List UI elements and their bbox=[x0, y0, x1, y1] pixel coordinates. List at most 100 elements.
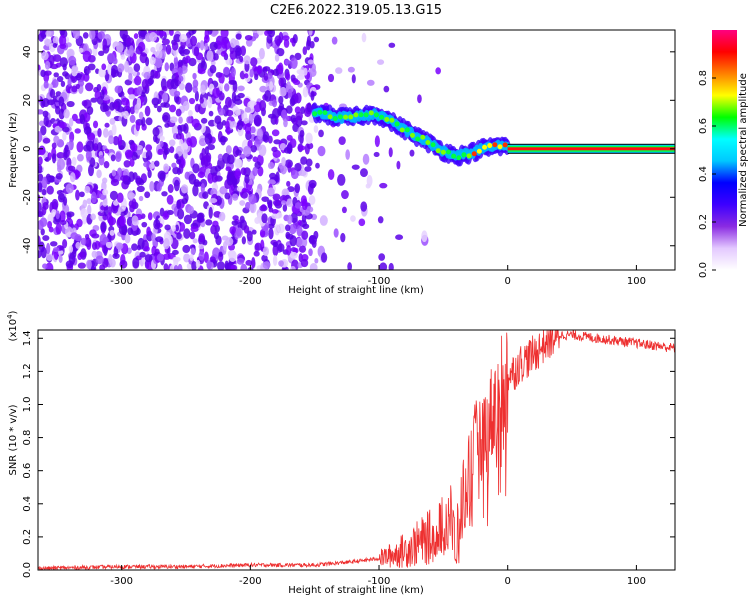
spectrogram-noise-cell bbox=[226, 126, 231, 135]
spectrogram-noise-cell bbox=[110, 68, 117, 79]
spectrogram-noise-cell bbox=[290, 170, 299, 180]
colorbar-tick-label: 0.6 bbox=[698, 118, 709, 134]
spectrogram-noise-cell bbox=[173, 90, 181, 97]
spectrogram-noise-cell bbox=[123, 110, 129, 120]
spectrogram-noise-cell bbox=[38, 173, 44, 182]
spectrogram-noise-cell bbox=[248, 112, 254, 125]
spectrogram-noise-cell bbox=[102, 128, 109, 138]
spectrogram-noise-cell bbox=[84, 233, 90, 240]
spectrogram-noise-cell bbox=[240, 191, 248, 199]
spectrogram-noise-cell bbox=[221, 120, 227, 126]
signal-peak-cell bbox=[451, 153, 457, 159]
spectrogram-noise-cell bbox=[300, 195, 307, 205]
spectrogram-noise-cell bbox=[159, 135, 165, 141]
spectrogram-noise-cell bbox=[295, 111, 303, 121]
spectrogram-noise-cell bbox=[75, 241, 81, 249]
spectrogram-noise-cell bbox=[120, 54, 126, 60]
spectrogram-noise-cell bbox=[154, 71, 161, 79]
spectrogram-noise-cell bbox=[182, 48, 191, 55]
spectrogram-noise-cell bbox=[253, 250, 260, 257]
spectrogram-noise-cell bbox=[82, 50, 92, 63]
spectrogram-noise-cell bbox=[38, 250, 42, 259]
spectrogram-noise-cell bbox=[38, 220, 44, 231]
spectrogram-noise-cell bbox=[279, 195, 288, 203]
spectrogram-noise-cell bbox=[51, 79, 59, 88]
spectrogram-noise-cell bbox=[161, 191, 168, 197]
snr-panel: -300 -200 -100 0 100 0.0 0.2 0.4 0.6 0.8 1.0 1.2 1.… bbox=[6, 310, 676, 596]
spectrogram-noise-cell bbox=[38, 120, 45, 127]
spectrogram-noise-cell bbox=[112, 135, 120, 146]
spectrogram-noise-cell bbox=[124, 60, 130, 73]
spectrogram-noise-cell bbox=[71, 85, 78, 93]
signal-peak-cell bbox=[497, 144, 503, 150]
spectrogram-noise-cell bbox=[55, 222, 62, 235]
spectrogram-noise-cell bbox=[250, 126, 256, 134]
spectrogram-noise-cell bbox=[163, 263, 169, 270]
spectrogram-noise-cell bbox=[46, 242, 51, 255]
spectrogram-noise-cell bbox=[243, 145, 252, 157]
spectrogram-noise-cell bbox=[210, 224, 217, 235]
spectrogram-noise-cell bbox=[236, 119, 244, 131]
spectrogram-noise-cell bbox=[144, 191, 151, 199]
spectrogram-noise-cell bbox=[47, 152, 52, 161]
spectrogram-noise-cell bbox=[66, 48, 75, 59]
signal-peak-cell bbox=[446, 149, 452, 155]
spectrogram-noise-cell bbox=[147, 169, 152, 179]
spectrogram-noise-cell bbox=[304, 143, 310, 155]
spectrogram-noise-cell bbox=[119, 215, 126, 227]
snr-line-layer bbox=[38, 330, 675, 570]
colorbar-tick-label: 0.0 bbox=[698, 262, 709, 278]
spectrogram-noise-cell bbox=[109, 117, 116, 125]
spectrogram-noise-cell bbox=[229, 226, 237, 235]
spectrogram-noise-cell bbox=[230, 38, 237, 48]
spectrogram-noise-cell bbox=[151, 233, 157, 242]
spectrogram-y-label: Frequency (Hz) bbox=[8, 112, 19, 188]
spectrogram-noise-cell bbox=[219, 211, 226, 222]
spectrogram-noise-cell bbox=[338, 136, 346, 145]
spectrogram-noise-cell bbox=[280, 200, 287, 206]
spectrogram-noise-cell bbox=[274, 35, 282, 46]
spectrogram-noise-cell bbox=[341, 190, 349, 200]
spectrogram-noise-cell bbox=[313, 36, 320, 43]
spectrogram-noise-cell bbox=[102, 104, 110, 112]
spectrogram-noise-cell bbox=[135, 45, 143, 55]
spectrogram-noise-cell bbox=[120, 175, 129, 182]
spectrogram-noise-cell bbox=[155, 43, 163, 52]
spectrogram-noise-cell bbox=[104, 122, 110, 128]
spectrogram-noise-cell bbox=[211, 173, 218, 183]
spectrogram-noise-cell bbox=[138, 111, 144, 120]
spectrogram-noise-cell bbox=[198, 250, 205, 261]
spectrogram-noise-cell bbox=[273, 199, 282, 207]
spectrogram-noise-cell bbox=[149, 32, 157, 42]
spectrogram-noise-cell bbox=[190, 247, 196, 256]
spectrogram-noise-cell bbox=[287, 186, 295, 193]
spectrogram-noise-cell bbox=[289, 235, 297, 247]
signal-peak-cell bbox=[327, 114, 333, 120]
spectrogram-noise-cell bbox=[186, 116, 192, 124]
spectrogram-noise-cell bbox=[258, 144, 267, 157]
spectrogram-noise-cell bbox=[59, 220, 67, 226]
spectrogram-noise-cell bbox=[145, 144, 153, 152]
spectrogram-noise-cell bbox=[199, 40, 205, 51]
spectrogram-noise-cell bbox=[146, 226, 151, 237]
spectrogram-noise-cell bbox=[248, 100, 257, 106]
spectrogram-noise-cell bbox=[244, 122, 252, 135]
spectrogram-noise-cell bbox=[65, 260, 74, 269]
spectrogram-noise-cell bbox=[188, 97, 196, 105]
spectrogram-noise-cell bbox=[207, 143, 215, 151]
y-tick-label: 40 bbox=[22, 45, 33, 58]
spectrogram-noise-cell bbox=[55, 210, 60, 220]
spectrogram-noise-cell bbox=[152, 127, 160, 137]
colorbar-ticks: 0.0 0.2 0.4 0.6 0.8 bbox=[698, 70, 716, 278]
spectrogram-noise-cell bbox=[147, 212, 153, 221]
spectrogram-noise-cell bbox=[100, 221, 107, 233]
spectrogram-noise-cell bbox=[186, 137, 192, 147]
spectrogram-noise-cell bbox=[225, 58, 233, 66]
signal-peak-cell bbox=[461, 152, 467, 158]
signal-peak-cell bbox=[389, 117, 395, 123]
spectrogram-noise-cell bbox=[206, 259, 212, 270]
spectrogram-noise-cell bbox=[114, 85, 122, 94]
spectrogram-noise-cell bbox=[156, 105, 162, 113]
spectrogram-noise-cell bbox=[309, 262, 318, 270]
spectrogram-noise-cell bbox=[274, 224, 280, 236]
